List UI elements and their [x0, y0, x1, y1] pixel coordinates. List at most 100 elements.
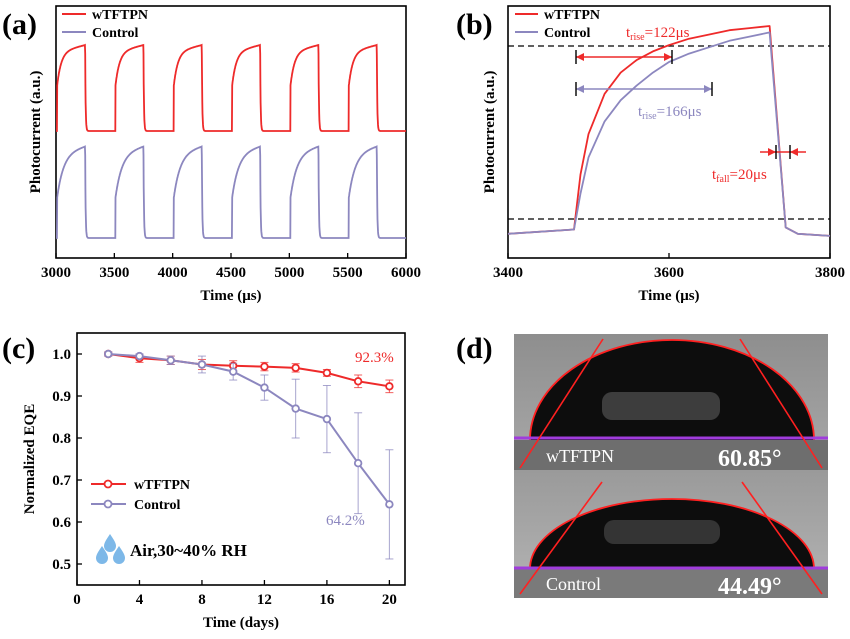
xtick-label: 5000 [274, 265, 304, 281]
panel-c-xlabel: Time (days) [203, 615, 279, 631]
series-line-wtftpn [56, 43, 406, 132]
droplet-bottom-fit [529, 498, 815, 570]
pct-control: 64.2% [326, 513, 365, 529]
panel-d: (d) wTFTPN 60.85° [456, 332, 828, 600]
rise2-arrowhead-right [704, 85, 712, 93]
xtick-label: 16 [319, 592, 335, 608]
legend-c-purple-marker [103, 499, 113, 509]
legend-c-series1: wTFTPN [134, 478, 190, 493]
xtick-label: 4000 [158, 265, 188, 281]
xtick-label: 3800 [815, 265, 845, 281]
legend-a-series2: Control [92, 26, 139, 41]
panel-a-xlabel: Time (μs) [200, 288, 261, 304]
contact-bottom-label: Control [546, 574, 601, 594]
data-point [353, 377, 363, 386]
xtick-label: 12 [257, 592, 272, 608]
tangent-top-left [519, 338, 604, 469]
rise1-arrowhead-right [664, 53, 672, 61]
data-point [385, 382, 394, 391]
panel-c-ylabel: Normalized EQE [22, 404, 38, 514]
panel-c-label: (c) [2, 332, 35, 365]
legend-a-series1: wTFTPN [92, 8, 148, 23]
water-drops-icon [96, 534, 125, 564]
data-point [291, 404, 300, 413]
data-point [291, 363, 300, 373]
contact-bottom-angle: 44.49° [718, 574, 782, 600]
xtick-label: 3000 [41, 265, 71, 281]
ytick-label: 1.0 [52, 347, 71, 363]
panel-a-series [56, 43, 406, 239]
panel-c: (c) 0 4 8 12 16 20 0.5 0.6 0.7 0.8 0.9 1.0 92.3% 64… [2, 332, 406, 631]
rise1-annotation: trise=122μs [626, 25, 690, 43]
data-point [385, 500, 394, 509]
panel-a: (a) 3000 3500 4000 4500 5000 5500 6000 Time (μ… [2, 5, 421, 304]
rise2-annotation: trise=166μs [638, 104, 702, 122]
data-point [260, 362, 269, 371]
tangent-top-right [739, 338, 823, 469]
data-point [353, 459, 363, 468]
ytick-label: 0.8 [52, 431, 71, 447]
panel-b-label: (b) [456, 8, 493, 41]
pct-wtftpn: 92.3% [355, 350, 394, 366]
panel-a-frame [55, 5, 407, 259]
xtick-label: 3400 [493, 265, 523, 281]
ytick-label: 0.6 [52, 515, 71, 531]
series-line-control [507, 31, 831, 237]
xtick-label: 8 [198, 592, 206, 608]
panel-a-xticks: 3000 3500 4000 4500 5000 5500 6000 [41, 253, 421, 281]
contact-angle-image-top: wTFTPN 60.85° [514, 334, 828, 472]
data-point [197, 360, 207, 369]
humidity-label: Air,30~40% RH [130, 541, 247, 560]
xtick-label: 20 [382, 592, 397, 608]
xtick-label: 3600 [654, 265, 684, 281]
legend-c-red-marker [103, 479, 113, 489]
data-point [228, 367, 238, 376]
fall-arrowhead-left [768, 148, 776, 156]
xtick-label: 4 [136, 592, 144, 608]
ytick-label: 0.9 [52, 389, 71, 405]
xtick-label: 5500 [333, 265, 363, 281]
panel-b-xticks: 3400 3600 3800 [493, 253, 845, 281]
panel-c-frame [76, 332, 406, 586]
panel-c-ticks: 0 4 8 12 16 20 0.5 0.6 0.7 0.8 0.9 1.0 [52, 347, 397, 608]
panel-b-ylabel: Photocurrent (a.u.) [482, 71, 498, 194]
panel-a-ylabel: Photocurrent (a.u.) [28, 71, 44, 194]
xtick-label: 4500 [216, 265, 246, 281]
panel-b-series [507, 25, 831, 237]
contact-angle-image-bottom: Control 44.49° [514, 470, 828, 600]
panel-c-series [104, 349, 394, 560]
series-line-control [56, 145, 406, 239]
panel-b: (b) 3400 3600 3800 trise=122μs trise=166μs… [456, 5, 845, 304]
data-point [104, 349, 113, 359]
fall-arrowhead-right [790, 148, 798, 156]
data-point [166, 356, 175, 365]
panel-d-label: (d) [456, 332, 493, 365]
tangent-bottom-left [519, 481, 603, 595]
series-line-control [108, 353, 391, 506]
rise2-arrowhead-left [576, 85, 584, 93]
xtick-label: 0 [73, 592, 81, 608]
contact-top-label: wTFTPN [546, 446, 614, 466]
xtick-label: 6000 [391, 265, 421, 281]
rise1-arrowhead-left [576, 53, 584, 61]
ytick-label: 0.5 [52, 557, 71, 573]
legend-b-series1: wTFTPN [544, 8, 600, 23]
tangent-bottom-right [741, 481, 823, 595]
legend-c-series2: Control [134, 498, 181, 513]
series-line-wtftpn [108, 353, 390, 388]
data-point [260, 383, 269, 392]
data-point [322, 368, 332, 378]
droplet-top-fit [529, 339, 815, 441]
xtick-label: 3500 [99, 265, 129, 281]
contact-top-angle: 60.85° [718, 446, 782, 472]
ytick-label: 0.7 [52, 473, 71, 489]
fall-annotation: tfall=20μs [712, 167, 767, 185]
data-point [135, 351, 144, 361]
panel-b-frame [507, 5, 831, 259]
panel-b-xlabel: Time (μs) [638, 288, 699, 304]
data-point [322, 414, 332, 424]
panel-a-label: (a) [2, 8, 37, 41]
droplet-top [530, 340, 814, 440]
legend-b-series2: Control [544, 26, 591, 41]
